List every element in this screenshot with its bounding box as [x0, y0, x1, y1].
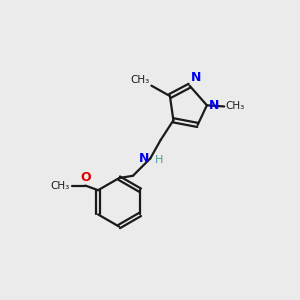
Text: N: N [139, 152, 149, 165]
Text: O: O [80, 171, 91, 184]
Text: CH₃: CH₃ [130, 74, 150, 85]
Text: N: N [191, 71, 201, 84]
Text: CH₃: CH₃ [51, 181, 70, 190]
Text: CH₃: CH₃ [226, 101, 245, 112]
Text: N: N [209, 99, 219, 112]
Text: H: H [155, 155, 164, 165]
